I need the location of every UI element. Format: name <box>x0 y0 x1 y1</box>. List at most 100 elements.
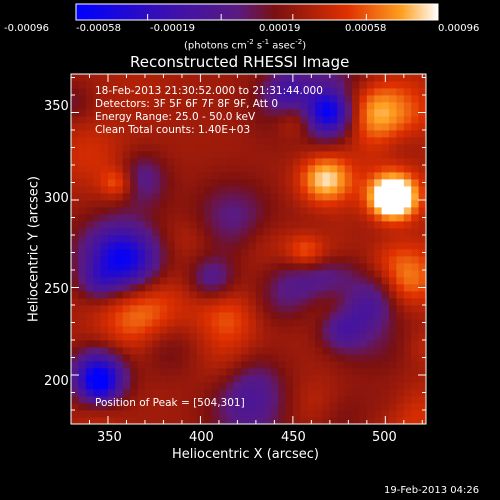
heatmap-cell <box>381 193 390 201</box>
heatmap-cell <box>344 144 353 152</box>
heatmap-cell <box>93 410 101 418</box>
heatmap-cell <box>389 361 397 369</box>
heatmap-cell <box>189 186 198 194</box>
heatmap-cell <box>181 340 190 348</box>
heatmap-cell <box>337 165 346 173</box>
heatmap-cell <box>263 263 272 271</box>
heatmap-cell <box>411 382 420 390</box>
heatmap-cell <box>359 263 368 271</box>
heatmap-cell <box>189 144 198 152</box>
heatmap-cell <box>144 347 153 355</box>
heatmap-cell <box>248 109 257 117</box>
heatmap-cell <box>85 109 94 117</box>
heatmap-cell <box>300 179 309 187</box>
heatmap-cell <box>359 130 368 138</box>
heatmap-cell <box>189 228 198 236</box>
heatmap-cell <box>233 200 242 208</box>
heatmap-cell <box>403 88 412 96</box>
heatmap-cell <box>196 347 205 355</box>
heatmap-cell <box>359 382 368 390</box>
heatmap-cell <box>248 270 257 278</box>
heatmap-cell <box>300 186 309 194</box>
heatmap-cell <box>285 200 294 208</box>
heatmap-cell <box>322 137 331 145</box>
heatmap-cell <box>352 256 360 264</box>
heatmap-cell <box>285 340 294 348</box>
heatmap-cell <box>130 277 138 285</box>
colorbar-tick-label: 0.00058 <box>345 23 387 34</box>
heatmap-cell <box>278 137 286 145</box>
heatmap-cell <box>115 172 124 180</box>
heatmap-cell <box>278 214 286 222</box>
heatmap-cell <box>329 200 338 208</box>
heatmap-cell <box>152 263 161 271</box>
heatmap-cell <box>107 375 116 383</box>
heatmap-cell <box>300 361 309 369</box>
heatmap-cell <box>204 74 212 82</box>
heatmap-cell <box>181 298 190 306</box>
heatmap-cell <box>403 326 412 334</box>
heatmap-cell <box>159 396 168 404</box>
heatmap-cell <box>181 130 190 138</box>
heatmap-cell <box>167 326 175 334</box>
heatmap-cell <box>189 277 198 285</box>
heatmap-cell <box>130 368 138 376</box>
heatmap-cell <box>352 137 360 145</box>
heatmap-cell <box>137 151 146 159</box>
heatmap-cell <box>226 249 235 257</box>
heatmap-cell <box>107 298 116 306</box>
heatmap-cell <box>107 270 116 278</box>
heatmap-cell <box>122 389 131 397</box>
heatmap-cell <box>196 284 205 292</box>
heatmap-cell <box>71 151 79 159</box>
heatmap-cell <box>233 137 242 145</box>
heatmap-cell <box>204 81 212 89</box>
heatmap-cell <box>248 312 257 320</box>
heatmap-cell <box>152 417 161 425</box>
heatmap-cell <box>344 382 353 390</box>
heatmap-cell <box>159 284 168 292</box>
heatmap-cell <box>411 298 420 306</box>
heatmap-cell <box>278 116 286 124</box>
heatmap-cell <box>352 200 360 208</box>
heatmap-cell <box>189 207 198 215</box>
heatmap-cell <box>211 130 220 138</box>
heatmap-cell <box>233 165 242 173</box>
heatmap-cell <box>292 151 301 159</box>
heatmap-cell <box>204 389 212 397</box>
heatmap-cell <box>159 179 168 187</box>
heatmap-cell <box>278 249 286 257</box>
heatmap-cell <box>196 382 205 390</box>
y-tick-label: 350 <box>44 99 69 114</box>
heatmap-cell <box>130 340 138 348</box>
colorbar-tick-label: 0.00019 <box>259 23 301 34</box>
heatmap-cell <box>329 319 338 327</box>
heatmap-cell <box>167 417 175 425</box>
heatmap-cell <box>144 382 153 390</box>
heatmap-cell <box>152 319 161 327</box>
heatmap-cell <box>285 81 294 89</box>
heatmap-cell <box>211 284 220 292</box>
heatmap-cell <box>174 298 183 306</box>
heatmap-cell <box>389 368 397 376</box>
heatmap-cell <box>374 298 383 306</box>
heatmap-cell <box>152 172 161 180</box>
heatmap-cell <box>85 193 94 201</box>
heatmap-cell <box>115 375 124 383</box>
heatmap-cell <box>292 200 301 208</box>
heatmap-cell <box>411 207 420 215</box>
heatmap-cell <box>396 214 405 222</box>
heatmap-cell <box>122 396 131 404</box>
heatmap-cell <box>374 347 383 355</box>
heatmap-cell <box>278 298 286 306</box>
heatmap-cell <box>248 410 257 418</box>
heatmap-cell <box>122 263 131 271</box>
heatmap-cell <box>152 221 161 229</box>
heatmap-cell <box>107 319 116 327</box>
heatmap-cell <box>130 95 138 103</box>
heatmap-cell <box>374 95 383 103</box>
heatmap-cell <box>71 158 79 166</box>
heatmap-cell <box>396 396 405 404</box>
heatmap-cell <box>107 382 116 390</box>
heatmap-cell <box>233 144 242 152</box>
